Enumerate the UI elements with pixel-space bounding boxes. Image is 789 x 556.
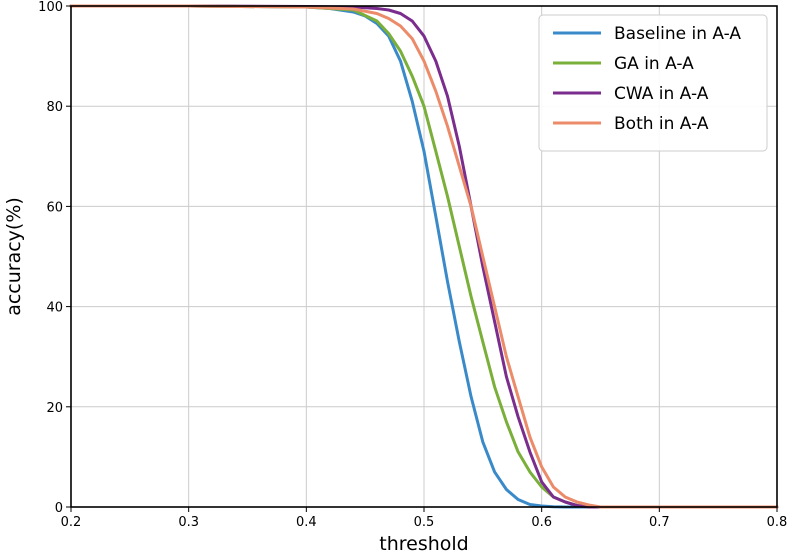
x-tick-label: 0.7	[649, 515, 670, 530]
y-tick-label: 60	[46, 200, 63, 215]
x-tick-label: 0.4	[296, 515, 317, 530]
legend-label: Baseline in A-A	[614, 24, 741, 44]
y-tick-label: 20	[46, 401, 63, 416]
x-tick-label: 0.6	[531, 515, 552, 530]
y-tick-label: 40	[46, 301, 63, 316]
x-tick-label: 0.2	[61, 515, 82, 530]
y-tick-label: 0	[55, 501, 63, 516]
x-tick-label: 0.3	[178, 515, 199, 530]
x-tick-label: 0.5	[414, 515, 435, 530]
x-axis: 0.2 0.3 0.4 0.5 0.6 0.7 0.8	[61, 507, 788, 530]
legend-label: GA in A-A	[614, 54, 694, 74]
y-tick-label: 100	[38, 0, 63, 15]
legend-label: CWA in A-A	[614, 84, 709, 104]
series-line-0	[69, 4, 779, 509]
legend-box	[538, 14, 768, 152]
series-lines	[69, 4, 779, 509]
legend: Baseline in A-A GA in A-A CWA in A-A Both i…	[538, 14, 768, 152]
series-line-3	[69, 4, 779, 509]
y-tick-label: 80	[46, 100, 63, 115]
legend-label: Both in A-A	[614, 114, 709, 134]
y-axis-label: accuracy(%)	[3, 197, 25, 316]
x-tick-label: 0.8	[767, 515, 788, 530]
y-axis: 0 20 40 60 80 100	[38, 0, 71, 516]
x-axis-label: threshold	[379, 533, 468, 555]
